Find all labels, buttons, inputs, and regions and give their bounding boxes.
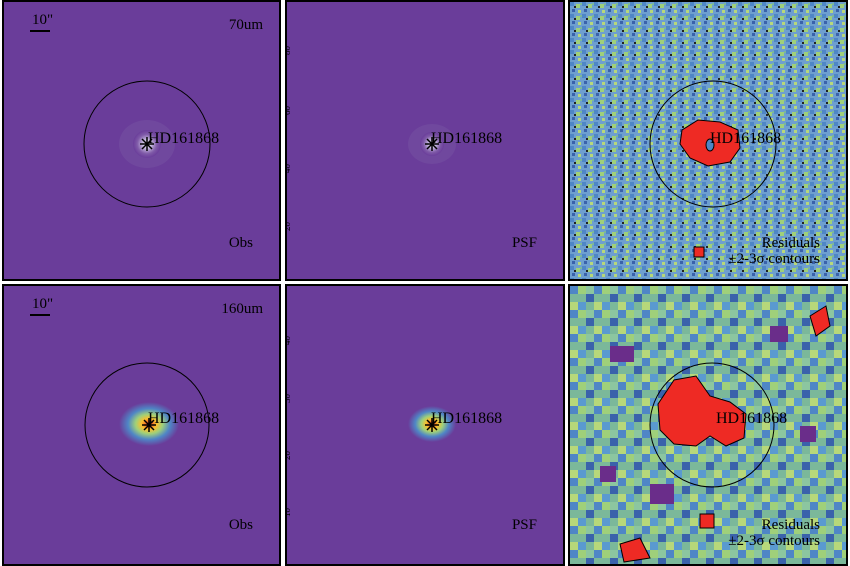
star-marker [142, 418, 156, 432]
residual-label-line2: ±2-3σ contours [728, 250, 820, 267]
residual-70um-panel: HD161868 Residuals ±2-3σ contours [568, 0, 848, 281]
residual-label-line1: Residuals [761, 517, 820, 533]
residual-label-line1: Residuals [761, 235, 820, 251]
obs-160um-image [4, 286, 279, 564]
star-marker [140, 137, 154, 151]
y-tick-label: 20 [285, 451, 292, 460]
psf-160um-image [287, 286, 563, 564]
residual-160um-panel: HD161868 Residuals ±2-3σ contours [568, 284, 848, 566]
psf-160um-panel: 40 30 20 10 HD161868 PSF [285, 284, 565, 566]
y-tick-label: 10 [285, 508, 292, 517]
y-tick-label: 60 [285, 106, 292, 115]
y-tick-label: 20 [285, 222, 292, 231]
obs-70um-panel: 10" 70um HD161868 Obs [2, 0, 281, 281]
scale-bar-label: 10" [32, 296, 54, 312]
scale-bar [30, 30, 50, 32]
residual-160um-image [570, 286, 846, 564]
residual-70um-image [570, 2, 846, 279]
target-label: HD161868 [431, 130, 503, 147]
y-tick-label: 40 [285, 336, 292, 345]
y-tick-label: 40 [285, 164, 292, 173]
target-label: HD161868 [710, 130, 782, 147]
panel-label: PSF [511, 517, 537, 533]
aperture-circle [83, 80, 211, 208]
panel-label: Obs [228, 517, 253, 533]
residual-label: Residuals ±2-3σ contours [728, 517, 820, 550]
psf-70um-panel: 80 60 40 20 HD161868 PSF [285, 0, 565, 281]
residual-label: Residuals ±2-3σ contours [728, 235, 820, 268]
aperture-circle [649, 80, 777, 208]
residual-blob [657, 375, 747, 447]
band-label: 70um [228, 17, 263, 33]
target-label: HD161868 [148, 130, 220, 147]
y-tick-label: 30 [285, 394, 292, 403]
aperture-circle [649, 362, 775, 488]
target-label: HD161868 [431, 410, 503, 427]
star-marker [425, 137, 439, 151]
scale-bar-label: 10" [32, 12, 54, 28]
target-label: HD161868 [716, 410, 788, 427]
star-marker [425, 418, 439, 432]
panel-label: PSF [511, 235, 537, 251]
residual-label-line2: ±2-3σ contours [728, 532, 820, 549]
psf-70um-image [287, 2, 563, 279]
target-label: HD161868 [148, 410, 220, 427]
obs-160um-panel: 10" 160um HD161868 Obs [2, 284, 281, 566]
obs-70um-image [4, 2, 279, 279]
aperture-circle [84, 362, 210, 488]
band-label: 160um [221, 301, 263, 317]
scale-bar [30, 314, 50, 316]
panel-label: Obs [228, 235, 253, 251]
y-tick-label: 80 [285, 46, 292, 55]
